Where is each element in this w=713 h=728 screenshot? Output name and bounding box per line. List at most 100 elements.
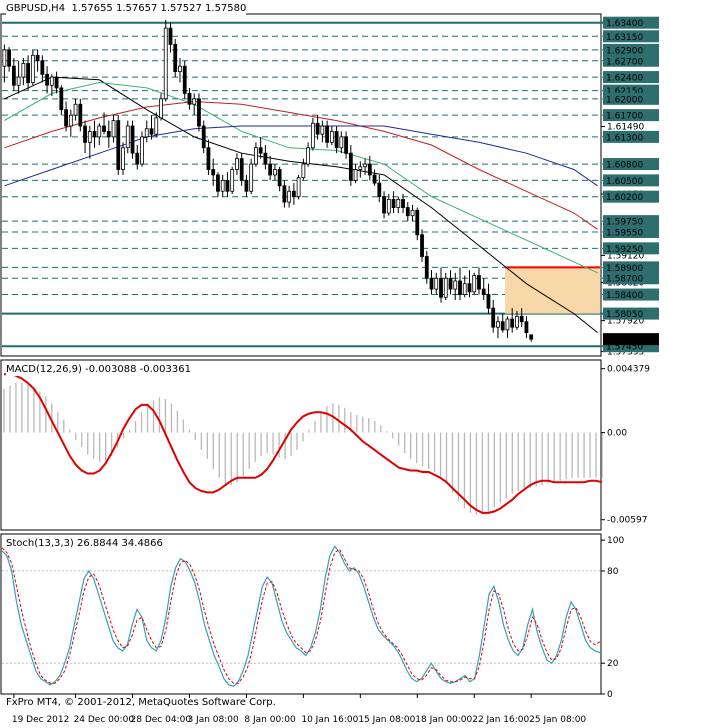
level-price-label: 1.58900 <box>606 264 643 274</box>
candle-body <box>272 169 277 176</box>
candle-body <box>353 169 358 181</box>
price-tick-label: 1.57355 <box>607 347 644 357</box>
level-price-tag <box>603 130 659 143</box>
candle-body <box>68 114 73 127</box>
level-price-label: 1.62700 <box>606 57 643 67</box>
candle-body <box>187 92 192 105</box>
candle-body <box>244 179 249 192</box>
candle-body <box>301 163 306 179</box>
candle-body <box>439 277 443 298</box>
candle-body <box>97 125 102 138</box>
level-price-label: 1.58050 <box>606 310 643 320</box>
candle-body <box>296 177 301 198</box>
candle-body <box>325 125 330 143</box>
candle-body <box>282 185 287 203</box>
candle-body <box>121 147 125 170</box>
candle-body <box>515 315 519 328</box>
candle-body <box>462 283 467 295</box>
level-price-tag <box>603 272 659 285</box>
candle-body <box>173 44 178 73</box>
candle-body <box>30 54 35 83</box>
candle-body <box>7 49 12 67</box>
level-price-label: 1.63150 <box>606 33 643 43</box>
level-price-tag <box>603 226 659 239</box>
candle-body <box>491 307 496 328</box>
level-price-tag <box>603 261 659 274</box>
candle-body <box>372 174 377 184</box>
macd-tick-label: 0.004379 <box>607 365 650 375</box>
candle-body <box>481 288 486 295</box>
candle-body <box>211 169 216 176</box>
candle-body <box>396 199 401 208</box>
level-price-label: 1.59250 <box>606 245 643 255</box>
stoch-tick-label: 20 <box>607 659 619 669</box>
price-tick-label: 1.59120 <box>607 251 644 261</box>
candle-body <box>367 163 372 176</box>
candle-body <box>125 125 130 149</box>
candle-body <box>505 318 510 331</box>
candle-body <box>320 125 325 135</box>
copyright-text: FxPro MT4, © 2001-2012, MetaQuotes Softw… <box>6 697 276 708</box>
candle-body <box>496 321 500 328</box>
candle-body <box>78 103 83 127</box>
level-price-label: 1.62000 <box>606 95 643 105</box>
level-price-tag <box>603 288 659 301</box>
candle-body <box>239 158 244 181</box>
candle-body <box>334 131 339 149</box>
candle-body <box>154 117 159 135</box>
candle-body <box>410 209 415 217</box>
main-title: GBPUSD,H4 1.57655 1.57657 1.57527 1.5758… <box>6 3 247 15</box>
last-price-tag <box>603 333 659 346</box>
candle-body <box>486 294 491 309</box>
price-tick-label: 1.61490 <box>607 123 644 133</box>
level-price-label: 1.59550 <box>606 229 643 239</box>
time-tick-label: 15 Jan 08:00 <box>358 715 415 725</box>
level-price-label: 1.62400 <box>606 74 643 84</box>
level-price-label: 1.57450 <box>606 343 643 353</box>
time-tick-label: 25 Jan 08:00 <box>529 715 586 725</box>
candle-body <box>472 275 477 293</box>
stoch-tick-label: 100 <box>607 536 624 546</box>
candle-body <box>2 49 7 67</box>
macd-signal-line <box>4 373 603 514</box>
stoch-tick-label: 80 <box>607 567 619 577</box>
stoch-tick-label: 0 <box>607 690 613 700</box>
price-tick-label: 1.57920 <box>607 317 644 327</box>
level-price-label: 1.63400 <box>606 19 643 29</box>
consolidation-box <box>505 266 600 314</box>
candle-body <box>235 158 239 170</box>
stoch-k-line <box>1 545 601 687</box>
candle-body <box>178 65 182 73</box>
candle-body <box>102 125 106 132</box>
candle-body <box>140 136 144 165</box>
candle-body <box>249 163 254 192</box>
time-tick-label: 19 Dec 2012 <box>12 715 70 725</box>
level-price-label: 1.58400 <box>606 291 643 301</box>
level-price-tag <box>603 158 659 171</box>
time-tick-label: 3 Jan 08:00 <box>187 715 239 725</box>
time-tick-label: 10 Jan 16:00 <box>301 715 358 725</box>
candle-body <box>434 277 439 290</box>
level-price-tag <box>603 174 659 187</box>
macd-tick-label: -0.00597 <box>607 516 647 526</box>
candle-body <box>54 76 59 89</box>
candle-body <box>339 136 344 149</box>
candle-body <box>429 277 434 290</box>
time-tick-label: 24 Dec 00:00 <box>74 715 135 725</box>
level-price-tag <box>603 190 659 203</box>
candle-body <box>415 209 420 236</box>
candle-body <box>329 131 334 143</box>
stoch-pane-frame <box>0 533 602 695</box>
stoch-title: Stoch(13,3,3) 26.8844 34.4866 <box>6 538 163 550</box>
candle-body <box>519 315 524 323</box>
candle-body <box>401 199 405 208</box>
candle-body <box>424 256 429 279</box>
candle-body <box>391 199 396 208</box>
candle-body <box>225 179 230 192</box>
level-price-tag <box>603 43 659 56</box>
candle-body <box>135 152 140 165</box>
candle-body <box>201 125 206 149</box>
level-price-tag <box>603 71 659 84</box>
